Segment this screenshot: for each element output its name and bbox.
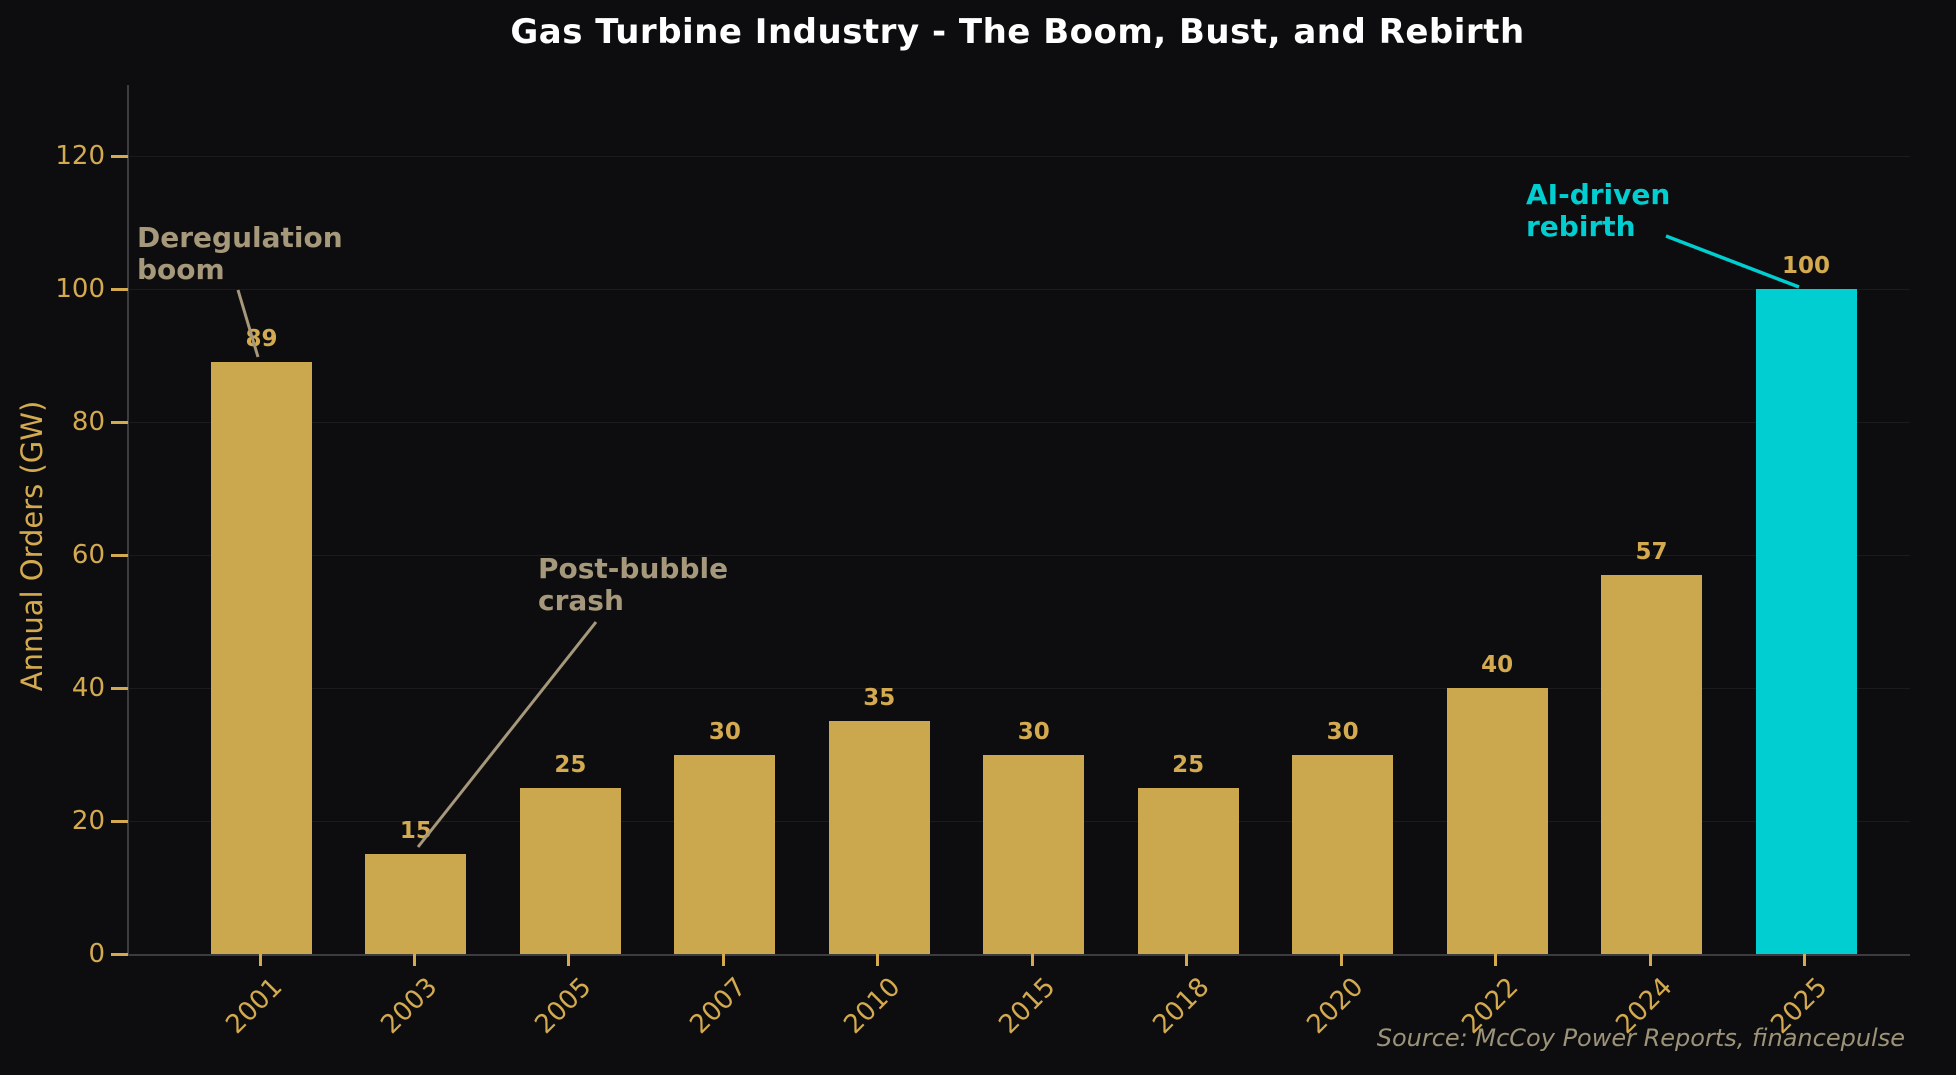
source-credit: Source: McCoy Power Reports, financepuls… <box>1376 1024 1905 1052</box>
bar-value-label-2001: 89 <box>245 326 278 353</box>
x-tick-mark-2007 <box>721 954 725 966</box>
annotation-2001: Deregulation boom <box>137 221 343 286</box>
y-tick-mark-0 <box>111 953 128 956</box>
bar-value-label-2015: 30 <box>1017 718 1050 745</box>
gridline-100 <box>129 289 1910 290</box>
x-tick-mark-2025 <box>1803 954 1806 966</box>
x-tick-label-2020: 2020 <box>1301 972 1370 1041</box>
x-tick-mark-2015 <box>1030 954 1034 966</box>
bar-2005 <box>519 787 621 954</box>
x-tick-mark-2003 <box>412 954 416 966</box>
y-tick-mark-40 <box>111 687 128 690</box>
x-tick-mark-2022 <box>1494 954 1498 966</box>
bar-value-label-2003: 15 <box>399 818 432 845</box>
y-tick-mark-20 <box>111 820 128 823</box>
x-tick-mark-2020 <box>1339 954 1343 966</box>
annotation-2025: AI-driven rebirth <box>1526 178 1671 243</box>
gridline-60 <box>129 555 1910 556</box>
x-tick-mark-2018 <box>1185 954 1189 966</box>
x-tick-mark-2005 <box>567 954 571 966</box>
x-tick-label-2018: 2018 <box>1147 972 1216 1041</box>
y-tick-label-80: 80 <box>71 407 105 437</box>
plot-area: 89 15 25 30 35 30 25 30 40 57 100 <box>127 85 1910 956</box>
bar-value-label-2018: 25 <box>1172 751 1205 778</box>
y-tick-label-40: 40 <box>71 673 105 703</box>
bar-2022 <box>1446 688 1548 954</box>
y-tick-label-120: 120 <box>55 141 105 171</box>
x-tick-mark-2001 <box>258 954 262 966</box>
x-tick-label-2015: 2015 <box>992 972 1061 1041</box>
y-tick-label-0: 0 <box>88 939 105 969</box>
y-tick-label-100: 100 <box>55 274 105 304</box>
bar-value-label-2020: 30 <box>1326 718 1359 745</box>
bar-2003 <box>365 854 467 954</box>
gridline-80 <box>129 422 1910 423</box>
bar-2001 <box>211 362 312 954</box>
bar-value-label-2005: 25 <box>554 751 587 778</box>
y-tick-label-20: 20 <box>71 806 105 836</box>
y-tick-mark-100 <box>111 288 128 291</box>
bar-2007 <box>674 754 776 954</box>
bar-value-label-2024: 57 <box>1635 538 1668 565</box>
y-tick-mark-60 <box>111 554 128 557</box>
bar-value-label-2025: 100 <box>1781 253 1831 279</box>
bar-value-label-2010: 35 <box>863 685 896 712</box>
x-tick-label-2010: 2010 <box>838 972 907 1041</box>
bar-2015 <box>983 754 1085 954</box>
x-tick-label-2003: 2003 <box>375 972 444 1041</box>
y-tick-mark-80 <box>111 421 128 424</box>
x-tick-mark-2024 <box>1648 954 1652 966</box>
x-tick-label-2001: 2001 <box>220 972 289 1041</box>
annotation-2003: Post-bubble crash <box>538 552 729 617</box>
bar-2020 <box>1292 754 1394 954</box>
gridline-120 <box>129 156 1910 157</box>
x-tick-mark-2010 <box>876 954 880 966</box>
bar-2010 <box>828 721 930 954</box>
bar-value-label-2007: 30 <box>708 718 741 745</box>
chart-title: Gas Turbine Industry - The Boom, Bust, a… <box>510 12 1525 52</box>
bar-2024 <box>1601 574 1703 954</box>
gridline-40 <box>129 688 1910 689</box>
y-tick-mark-120 <box>111 155 128 158</box>
bar-value-label-2022: 40 <box>1481 652 1514 678</box>
bar-2025 <box>1755 289 1857 954</box>
x-tick-label-2005: 2005 <box>529 972 598 1041</box>
x-tick-label-2007: 2007 <box>684 972 753 1041</box>
y-tick-label-60: 60 <box>71 540 105 570</box>
bar-2018 <box>1137 787 1239 954</box>
